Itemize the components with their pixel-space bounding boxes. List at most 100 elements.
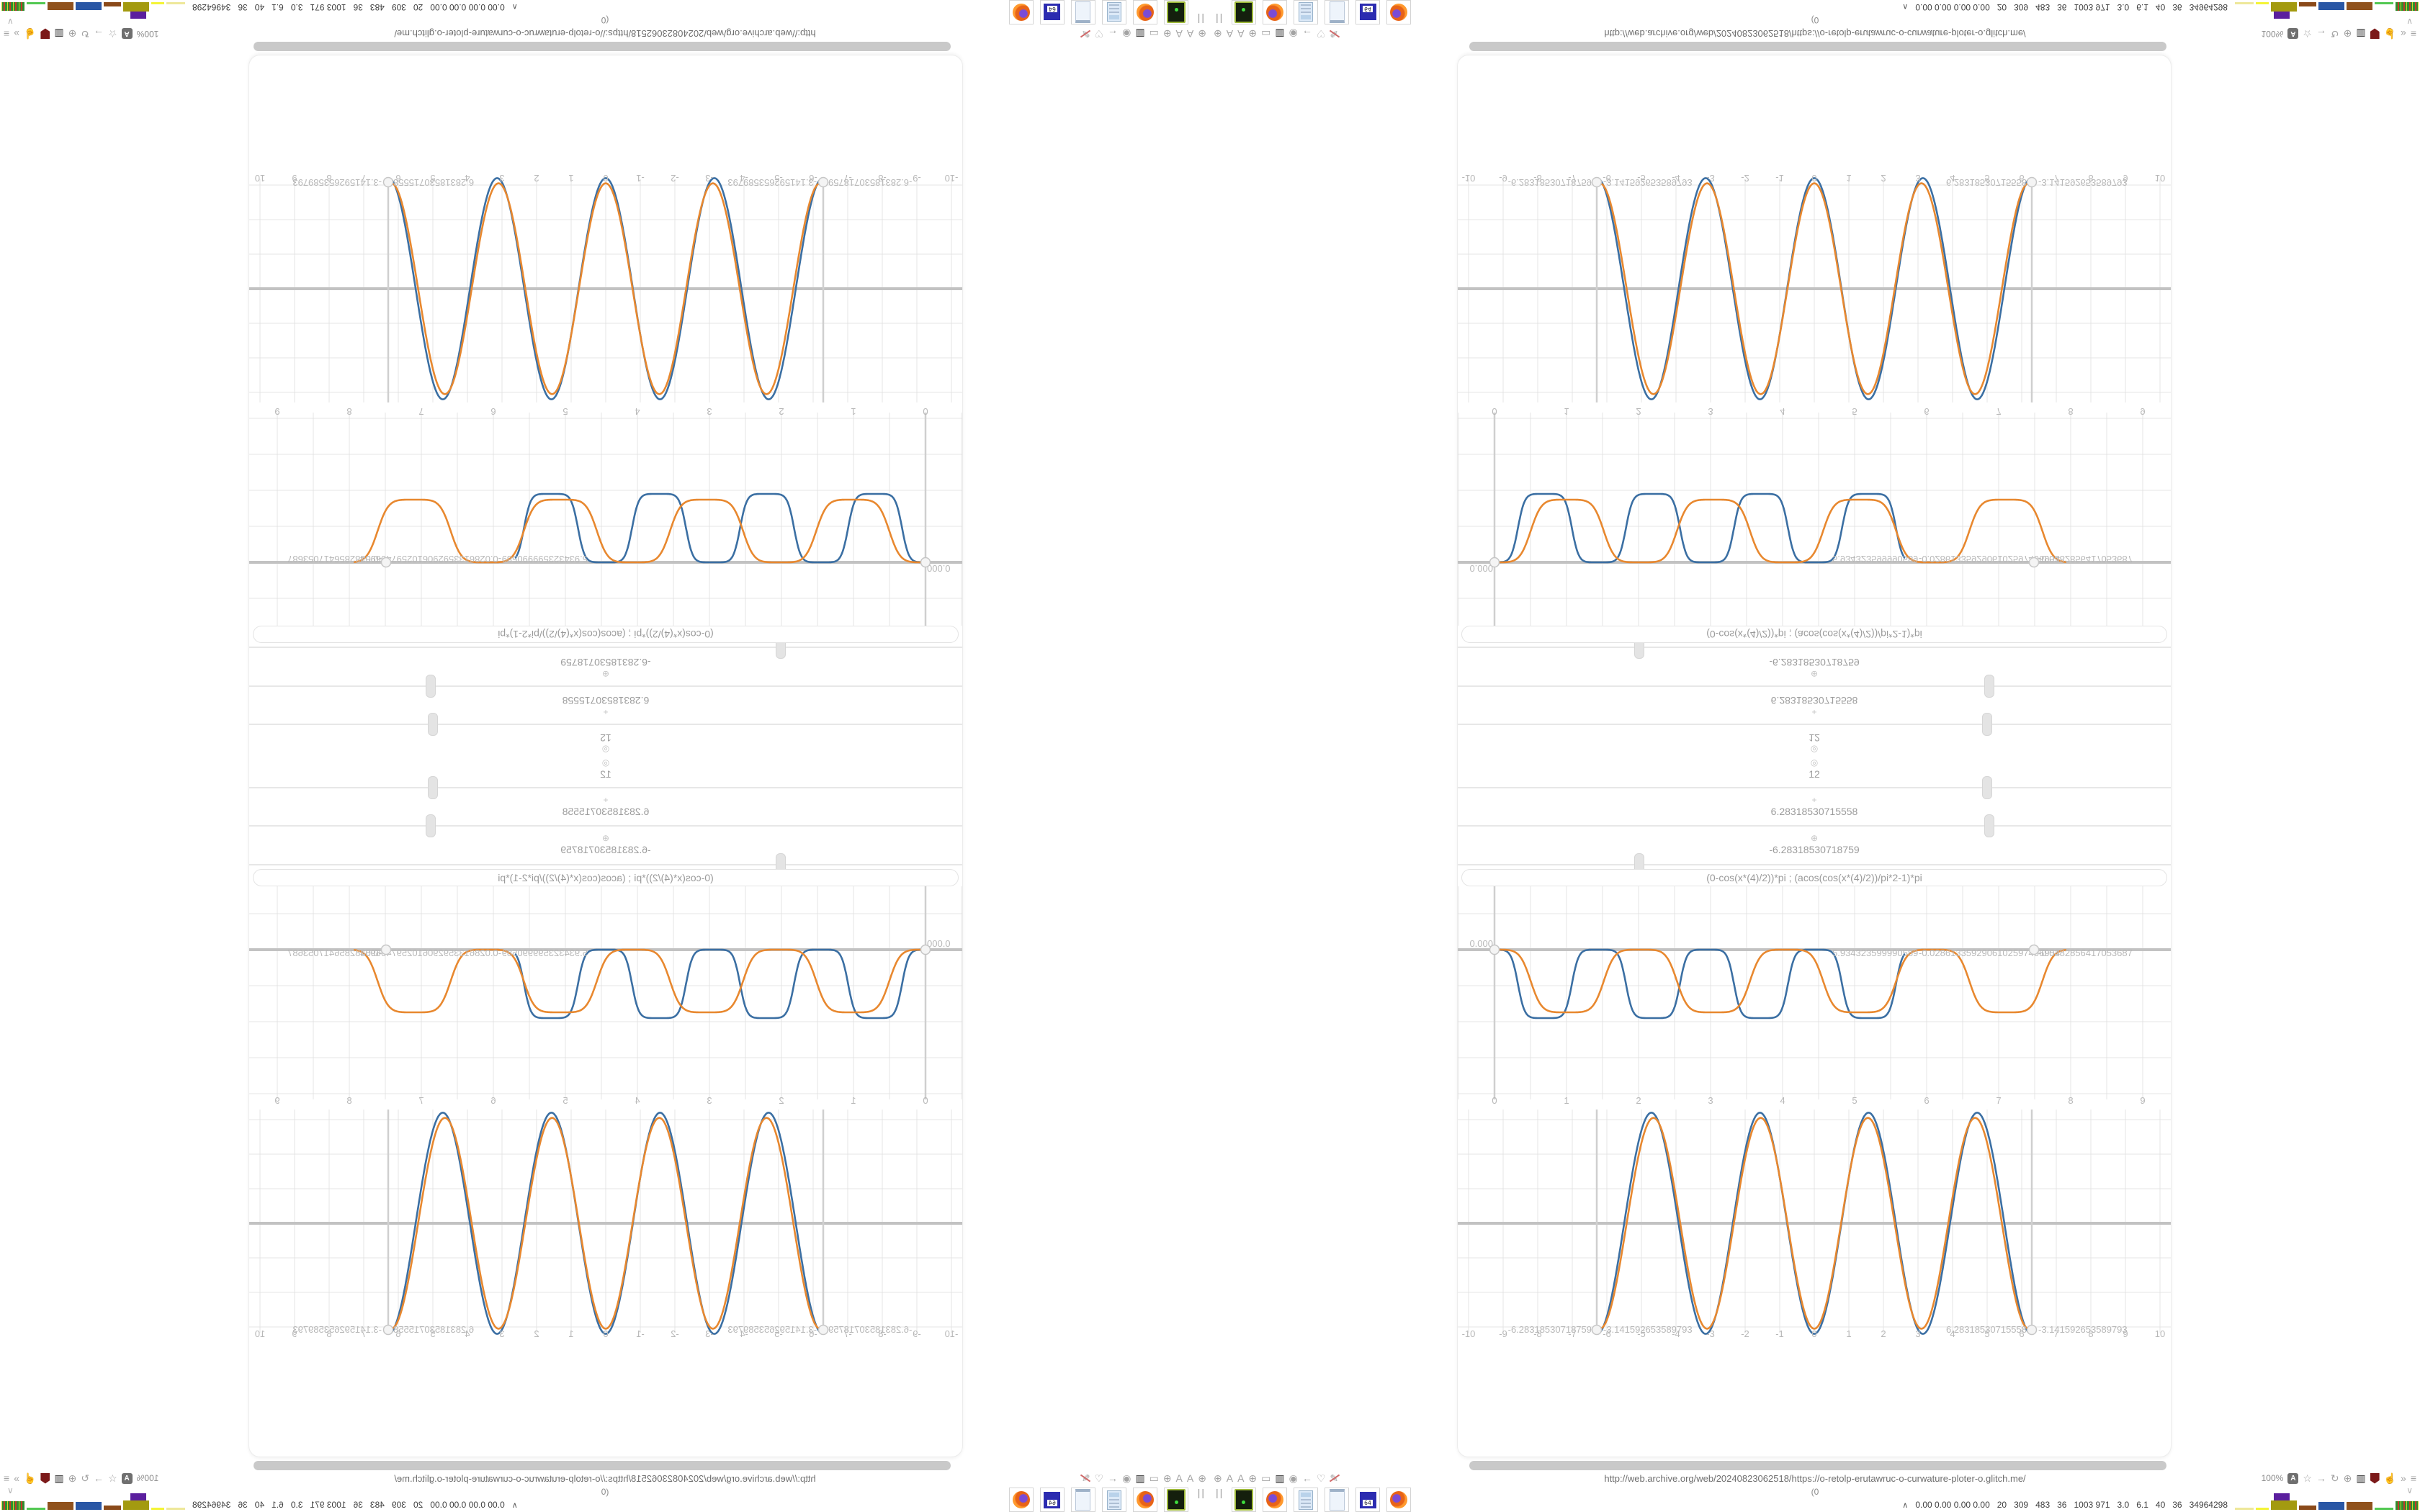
zoom-level[interactable]: 100% — [136, 29, 159, 39]
trash-icon[interactable]: ▥ — [2356, 1472, 2366, 1484]
overflow-icon[interactable]: » — [2401, 1472, 2406, 1484]
shield-icon[interactable] — [40, 29, 50, 40]
menu-icon[interactable]: ≡ — [4, 28, 10, 40]
reload-icon[interactable]: ↻ — [2330, 28, 2339, 40]
firefox-app[interactable] — [1133, 1488, 1157, 1512]
slider-thumb[interactable] — [1981, 776, 1992, 799]
curve-endpoint-handle[interactable] — [382, 176, 394, 188]
shield-icon[interactable] — [2370, 1472, 2380, 1484]
font-increase-icon[interactable]: A — [1237, 28, 1245, 40]
bookmark-star-icon[interactable]: ☆ — [108, 28, 117, 40]
formula-input[interactable]: (0-cos(x*(4)/2))*pi ; (acos(cos(x*(4)/2)… — [253, 626, 959, 643]
curve-endpoint-handle[interactable] — [380, 557, 392, 568]
translate-icon[interactable]: A — [121, 1472, 133, 1484]
bookmark-star-icon[interactable]: ☆ — [108, 1472, 117, 1484]
slider-track[interactable] — [249, 814, 962, 837]
firefox-app[interactable] — [1263, 0, 1287, 24]
globe-icon[interactable]: ⊕ — [68, 28, 77, 40]
calculator-app[interactable] — [1102, 1488, 1126, 1512]
horizontal-scrollbar[interactable] — [1469, 1461, 2166, 1470]
terminal-app[interactable] — [1232, 1488, 1256, 1512]
url-bar[interactable]: http://web.archive.org/web/2024082306251… — [1604, 28, 2026, 39]
curve-endpoint-handle[interactable] — [2026, 176, 2038, 188]
slider-track[interactable] — [1458, 675, 2171, 698]
chevron-down-icon[interactable]: ∨ — [2406, 1485, 2413, 1495]
thumbs-icon[interactable]: ☝ — [2383, 1472, 2397, 1484]
translate-icon[interactable]: A — [121, 28, 133, 40]
globe-icon[interactable]: ⊕ — [1162, 1472, 1172, 1484]
horizontal-scrollbar[interactable] — [1469, 42, 2166, 51]
curve-endpoint-handle[interactable] — [382, 1324, 394, 1336]
curve-endpoint-handle[interactable] — [817, 176, 829, 188]
trash-icon[interactable]: ▥ — [2356, 28, 2366, 40]
terminal-app[interactable] — [1232, 0, 1256, 24]
slider-track[interactable] — [249, 776, 962, 799]
translate-icon[interactable]: A — [2287, 1472, 2299, 1484]
slider-track[interactable] — [249, 636, 962, 659]
trash-icon[interactable]: ▥ — [54, 1472, 64, 1484]
forward-arrow-icon[interactable]: → — [94, 1472, 104, 1484]
slider-track[interactable] — [1458, 814, 2171, 837]
floppy-app[interactable]: 64 — [1040, 0, 1065, 24]
reload-icon[interactable]: ↻ — [2330, 1472, 2339, 1484]
globe-icon[interactable]: ⊕ — [1248, 28, 1258, 40]
notepad-app[interactable] — [1325, 1488, 1349, 1512]
chevron-up-icon[interactable]: ∧ — [511, 1501, 518, 1510]
curve-endpoint-handle[interactable] — [1591, 176, 1603, 188]
shield-icon[interactable] — [2370, 29, 2380, 40]
lower-curvature-graph[interactable]: -10-9-8-7-6-5-4-3-2-1012345678910-6.2831… — [249, 1110, 962, 1343]
formula-input[interactable]: (0-cos(x*(4)/2))*pi ; (acos(cos(x*(4)/2)… — [1461, 869, 2167, 886]
chevron-down-icon[interactable]: ∨ — [2406, 17, 2413, 27]
thumbs-icon[interactable]: ☝ — [2383, 28, 2397, 40]
calculator-app[interactable] — [1294, 0, 1318, 24]
shield-icon[interactable] — [40, 1473, 50, 1484]
chevron-down-icon[interactable]: ∨ — [7, 1485, 14, 1495]
menu-icon[interactable]: ≡ — [2410, 1472, 2416, 1484]
no-edit-icon[interactable]: ✎ — [1330, 1472, 1339, 1484]
globe-add-icon[interactable]: ⊕ — [1214, 1472, 1222, 1484]
window-icon[interactable]: ▭ — [1261, 28, 1271, 40]
trash-icon[interactable]: ▥ — [1135, 28, 1145, 40]
font-increase-icon[interactable]: A — [1175, 28, 1183, 40]
floppy-app[interactable]: 64 — [1355, 0, 1380, 24]
zoom-level[interactable]: 100% — [2261, 29, 2284, 39]
formula-input[interactable]: (0-cos(x*(4)/2))*pi ; (acos(cos(x*(4)/2)… — [1461, 626, 2167, 643]
curve-endpoint-handle[interactable] — [2028, 944, 2040, 955]
curve-endpoint-handle[interactable] — [920, 944, 931, 955]
font-decrease-icon[interactable]: A — [1226, 1472, 1234, 1484]
firefox-app-2[interactable] — [1009, 1488, 1034, 1512]
slider-track[interactable] — [249, 675, 962, 698]
slider-track[interactable] — [1458, 636, 2171, 659]
forward-arrow-icon[interactable]: → — [94, 28, 104, 40]
floppy-app[interactable]: 64 — [1040, 1488, 1065, 1512]
slider-thumb[interactable] — [1984, 814, 1994, 837]
url-bar[interactable]: http://web.archive.org/web/2024082306251… — [394, 28, 816, 39]
window-icon[interactable]: ▭ — [1149, 28, 1159, 40]
slider-track[interactable] — [249, 853, 962, 876]
overflow-icon[interactable]: » — [14, 28, 19, 40]
firefox-app-2[interactable] — [1009, 0, 1034, 24]
globe-icon[interactable]: ⊕ — [1248, 1472, 1258, 1484]
curve-endpoint-handle[interactable] — [380, 944, 392, 955]
upper-curvature-graph[interactable]: 0 1 2 3 4 5 6 7 8 9 0.000 5.934323599990589-0.02861… — [249, 402, 962, 626]
menu-icon[interactable]: ≡ — [2410, 28, 2416, 40]
chevron-up-icon[interactable]: ∧ — [511, 2, 518, 11]
curve-endpoint-handle[interactable] — [1489, 557, 1500, 568]
horizontal-scrollbar[interactable] — [254, 42, 951, 51]
overflow-icon[interactable]: » — [2401, 28, 2406, 40]
curve-endpoint-handle[interactable] — [817, 1324, 829, 1336]
trash-icon[interactable]: ▥ — [1275, 1472, 1285, 1484]
window-icon[interactable]: ▭ — [1149, 1472, 1159, 1484]
curve-endpoint-handle[interactable] — [2026, 1324, 2038, 1336]
bookmark-star-icon[interactable]: ☆ — [2303, 28, 2312, 40]
reload-icon[interactable]: ↻ — [81, 28, 90, 40]
trash-icon[interactable]: ▥ — [1275, 28, 1285, 40]
font-increase-icon[interactable]: A — [1175, 1472, 1183, 1484]
globe-icon[interactable]: ⊕ — [68, 1472, 77, 1484]
firefox-app-2[interactable] — [1386, 0, 1411, 24]
firefox-app-2[interactable] — [1386, 1488, 1411, 1512]
font-decrease-icon[interactable]: A — [1186, 1472, 1194, 1484]
calculator-app[interactable] — [1294, 1488, 1318, 1512]
